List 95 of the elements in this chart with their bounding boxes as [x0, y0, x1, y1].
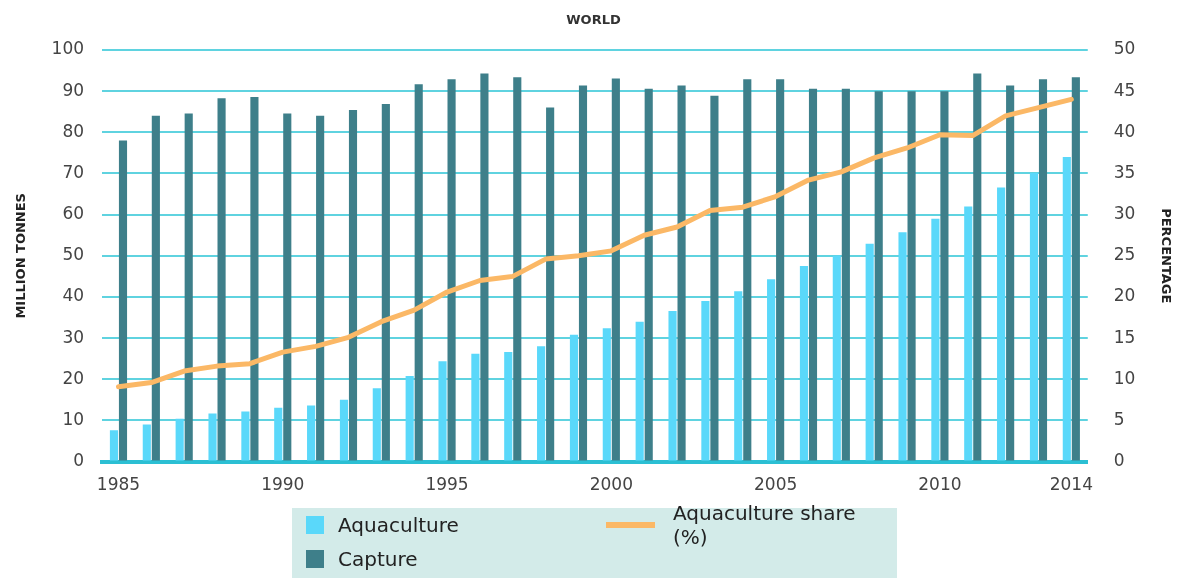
bar	[307, 405, 316, 461]
x-tick-label: 2014	[1049, 474, 1093, 495]
y-tick-label: 70	[62, 161, 85, 182]
bar	[1029, 173, 1039, 461]
y-tick-label: 10	[62, 408, 85, 429]
bar	[546, 107, 555, 461]
bar	[537, 346, 546, 461]
bar	[513, 77, 522, 461]
bar	[677, 85, 686, 461]
bar	[142, 424, 151, 461]
y-tick-label: 40	[62, 285, 85, 306]
bar	[504, 352, 513, 461]
bar	[734, 291, 743, 461]
bar	[701, 301, 710, 461]
y2-tick-label: 50	[1113, 38, 1136, 59]
y2-tick-label: 45	[1113, 79, 1136, 100]
bar	[1071, 77, 1080, 461]
y2-tick-label: 30	[1113, 203, 1136, 224]
x-tick-label: 2005	[753, 474, 798, 495]
bar	[184, 113, 193, 461]
bar	[283, 113, 292, 461]
legend-label: Aquaculture	[338, 513, 459, 537]
bar	[635, 321, 644, 461]
bar	[799, 266, 809, 461]
y2-tick-label: 25	[1113, 244, 1136, 265]
bar	[644, 88, 653, 461]
bar	[668, 310, 677, 461]
legend-label: Aquaculture share (%)	[672, 501, 857, 549]
bar	[832, 255, 841, 461]
bar	[776, 79, 785, 461]
bar	[381, 103, 390, 461]
bar	[874, 91, 883, 461]
bar	[767, 279, 776, 461]
y-tick-label: 50	[62, 244, 85, 265]
bar	[907, 91, 916, 461]
bar	[175, 418, 184, 461]
bar	[217, 98, 226, 461]
bar	[405, 375, 414, 461]
bar	[447, 79, 456, 461]
bar	[808, 88, 818, 461]
bar	[578, 85, 588, 461]
bar	[865, 243, 874, 461]
bar	[611, 78, 620, 461]
y-tick-label: 30	[62, 326, 85, 347]
y-tick-label: 60	[62, 203, 85, 224]
y2-tick-label: 35	[1113, 161, 1136, 182]
x-tick-label: 2000	[589, 474, 633, 495]
legend-label: Capture	[338, 547, 418, 571]
bar	[151, 115, 160, 461]
bar	[414, 84, 423, 461]
bar	[602, 328, 611, 461]
y2-tick-label: 20	[1113, 285, 1136, 306]
y-axis-title: MILLION TONNES	[13, 193, 29, 319]
bar	[118, 140, 128, 461]
bar	[710, 95, 719, 461]
bar	[241, 411, 250, 461]
bar	[931, 218, 940, 461]
y-tick-label: 100	[51, 38, 85, 59]
bar	[898, 232, 907, 461]
bar	[438, 361, 447, 461]
bar	[316, 115, 325, 461]
bar	[743, 79, 752, 461]
x-tick-label: 2010	[918, 474, 962, 495]
y2-tick-label: 0	[1113, 450, 1125, 471]
y2-tick-label: 15	[1113, 326, 1136, 347]
bar	[569, 334, 579, 461]
bar	[1006, 85, 1015, 461]
bar	[250, 96, 259, 461]
bar	[208, 413, 217, 461]
bar	[841, 88, 850, 461]
chart-title: WORLD	[565, 12, 622, 27]
bar	[1062, 157, 1071, 461]
bar	[348, 110, 358, 461]
y2-tick-label: 5	[1113, 408, 1125, 429]
bar	[372, 388, 381, 461]
x-tick-label: 1985	[96, 474, 141, 495]
bar	[339, 399, 349, 461]
x-tick-label: 1990	[261, 474, 305, 495]
x-tick-label: 1995	[425, 474, 469, 495]
bar	[964, 206, 973, 461]
y-tick-label: 80	[62, 120, 85, 141]
bar	[940, 91, 949, 461]
bar	[1038, 79, 1048, 461]
y2-axis-title: PERCENTAGE	[1158, 208, 1174, 304]
y-tick-label: 0	[73, 450, 85, 471]
bar	[471, 353, 480, 461]
bar	[973, 73, 982, 461]
bar	[480, 73, 489, 461]
y2-tick-label: 40	[1113, 120, 1136, 141]
bar	[274, 407, 283, 461]
y2-tick-label: 10	[1113, 367, 1136, 388]
y-tick-label: 20	[62, 367, 85, 388]
y-tick-label: 90	[62, 79, 85, 100]
bar	[997, 187, 1006, 461]
bar	[109, 430, 119, 461]
